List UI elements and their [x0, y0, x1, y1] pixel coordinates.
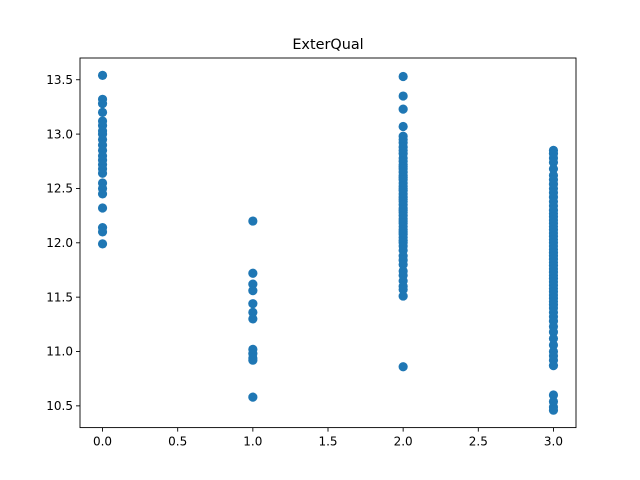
data-point: [398, 121, 408, 132]
data-point: [248, 268, 258, 278]
y-tick-label: 12.5: [46, 182, 73, 196]
data-point: [548, 333, 559, 344]
y-tick-label: 13.5: [46, 73, 73, 87]
data-points: [97, 70, 559, 415]
x-tick-label: 2.0: [394, 435, 413, 449]
data-point: [248, 307, 258, 317]
data-point: [548, 405, 559, 415]
chart-title: ExterQual: [292, 37, 363, 53]
data-point: [97, 239, 108, 249]
data-point: [548, 327, 559, 337]
data-point: [97, 203, 108, 213]
x-tick-label: 1.0: [243, 435, 262, 449]
data-point: [398, 291, 408, 301]
y-tick-label: 11.0: [46, 345, 73, 359]
y-tick-label: 10.5: [46, 399, 73, 413]
data-point: [398, 362, 408, 372]
data-point: [398, 71, 408, 82]
data-point: [548, 361, 559, 371]
x-axis-ticks: 0.0 0.5 1.0 1.5 2.0 2.5 3.0: [93, 427, 563, 449]
data-point: [248, 299, 258, 309]
data-point: [248, 279, 258, 289]
data-point: [398, 259, 408, 270]
data-point: [398, 91, 408, 101]
y-tick-label: 11.5: [46, 290, 73, 304]
x-tick-label: 0.5: [168, 435, 187, 449]
data-point: [248, 216, 258, 226]
data-point: [548, 340, 559, 350]
data-point: [248, 355, 258, 365]
data-point: [97, 107, 108, 117]
data-point: [97, 168, 108, 178]
data-point: [248, 392, 258, 402]
data-point: [398, 104, 408, 114]
data-point: [97, 227, 108, 237]
x-tick-label: 3.0: [544, 435, 563, 449]
data-point: [398, 284, 408, 295]
data-point: [548, 157, 559, 167]
data-point: [548, 390, 559, 400]
y-axis-ticks: 10.5 11.0 11.5 12.0 12.5 13.0 13.5: [46, 73, 80, 413]
x-tick-label: 0.0: [93, 435, 112, 449]
data-point: [248, 286, 258, 296]
data-point: [97, 70, 108, 80]
y-tick-label: 12.0: [46, 236, 73, 250]
data-point: [97, 99, 108, 109]
x-tick-label: 1.5: [318, 435, 337, 449]
data-point: [248, 314, 258, 324]
x-tick-label: 2.5: [469, 435, 488, 449]
data-point: [97, 189, 108, 199]
y-tick-label: 13.0: [46, 127, 73, 141]
data-point: [548, 164, 559, 174]
